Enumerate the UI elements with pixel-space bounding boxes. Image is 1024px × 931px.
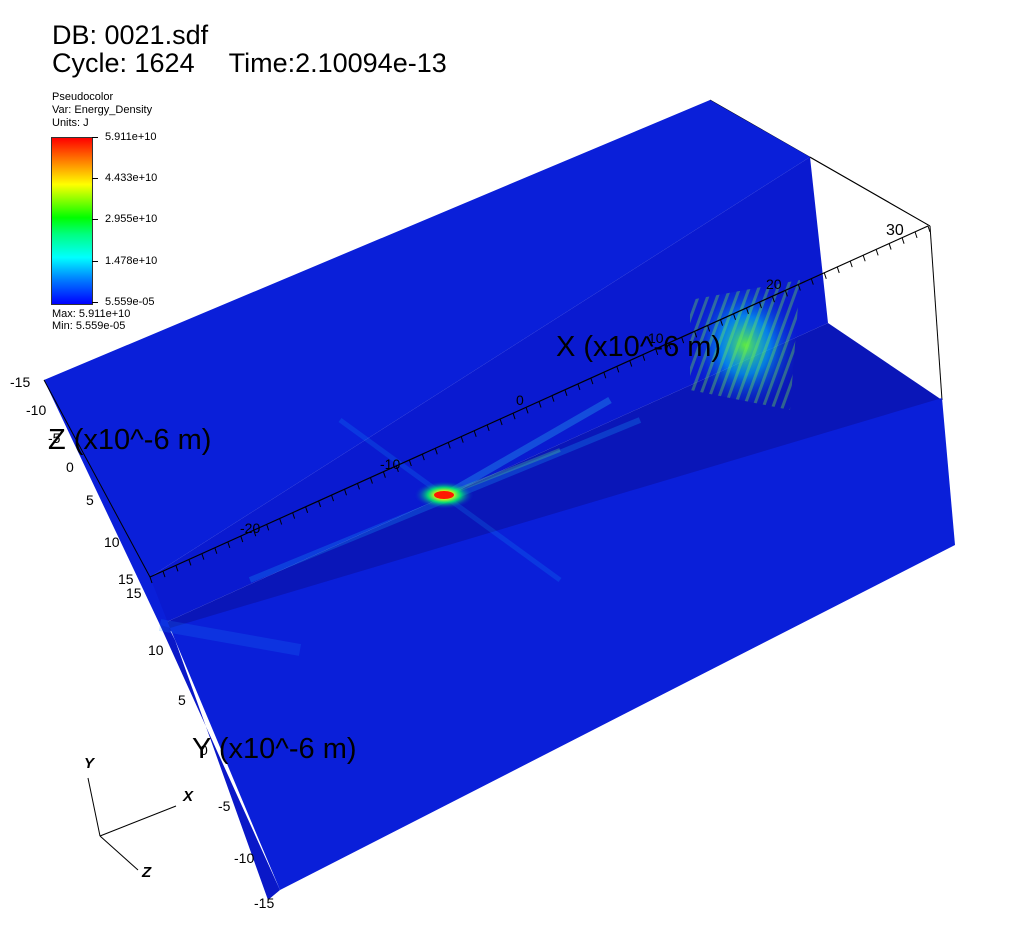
x-tick-label: 30 [886,222,904,239]
x-axis-title: X (x10^-6 m) [556,331,722,363]
triad-y-label: Y [84,755,95,772]
z-tick-label: 0 [66,459,74,475]
cycle-label: Cycle: 1624 [52,48,195,78]
legend-color-bar [51,137,93,305]
legend-tick-label: 4.433e+10 [105,172,158,184]
triad-z-label: Z [142,864,152,881]
database-label: DB: 0021.sdf [52,20,209,50]
z-tick-label: 15 [118,571,134,587]
legend-tick-label: 1.478e+10 [105,255,158,267]
z-axis-title: Z (x10^-6 m) [48,424,212,456]
legend-variable: Var: Energy_Density [52,104,153,116]
legend-tick-label: 5.911e+10 [105,131,157,143]
x-tick-label: 10 [648,330,664,346]
x-tick-label: -10 [380,456,401,472]
time-label: Time:2.10094e-13 [228,48,447,78]
y-tick-label: 10 [148,642,164,658]
z-tick-label: 5 [86,492,94,508]
z-tick-label: -10 [26,402,47,418]
legend-units: Units: J [52,117,89,129]
y-tick-label: -10 [234,850,255,866]
z-tick-label: -15 [10,374,31,390]
x-tick-label: 0 [516,392,524,408]
y-axis-title: Y (x10^-6 m) [192,733,357,765]
x-tick-label: 20 [766,276,782,292]
legend-plot-type: Pseudocolor [52,91,114,103]
x-tick-label: -20 [240,520,261,536]
legend-min: Min: 5.559e-05 [52,320,126,332]
y-tick-label: 5 [178,692,186,708]
cycle-time-line: Cycle: 1624 Time:2.10094e-13 [52,48,447,78]
legend-tick-label: 5.559e-05 [105,296,155,308]
triad-x-label: X [183,788,194,805]
y-tick-label: -15 [254,895,275,911]
y-tick-label: 0 [200,742,208,758]
z-tick-label: 10 [104,534,120,550]
legend-max: Max: 5.911e+10 [52,308,131,320]
legend-tick-label: 2.955e+10 [105,213,158,225]
z-tick-label: -5 [48,430,61,446]
y-tick-label: 15 [126,585,142,601]
y-tick-label: -5 [218,798,231,814]
